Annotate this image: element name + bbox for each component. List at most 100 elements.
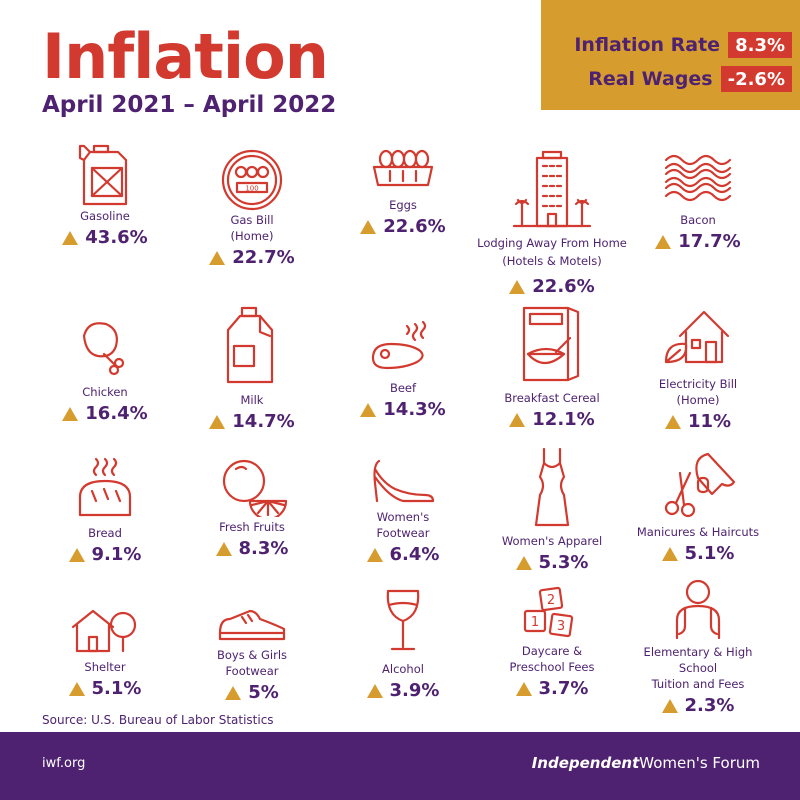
item-shelter: Shelter 5.1%: [30, 605, 180, 699]
up-triangle-icon: [68, 547, 85, 562]
eggs-icon: [372, 149, 434, 187]
item-label: Shelter: [84, 660, 126, 674]
item-value: 14.3%: [383, 399, 446, 420]
item-value: 16.4%: [85, 403, 148, 424]
item-alcohol: Alcohol 3.9%: [328, 585, 478, 701]
item-womens-apparel: Women's Apparel 5.3%: [477, 445, 627, 573]
green-house-icon: [664, 310, 730, 364]
item-electricity-bill: Electricity Bill (Home) 11%: [623, 306, 773, 432]
svg-text:3: 3: [557, 619, 565, 634]
item-bacon: Bacon 17.7%: [623, 150, 773, 252]
item-beef: Beef 14.3%: [328, 318, 478, 420]
item-value: 5.3%: [538, 552, 589, 573]
item-value: 17.7%: [678, 231, 741, 252]
item-bread: Bread 9.1%: [30, 455, 180, 565]
up-triangle-icon: [225, 685, 242, 700]
item-label: Gasoline: [80, 209, 130, 223]
citrus-icon: [222, 459, 288, 517]
item-label: Bread: [88, 526, 122, 540]
up-triangle-icon: [360, 402, 377, 417]
item-label: Manicures & Haircuts: [636, 525, 760, 539]
stat-label: Real Wages: [588, 68, 713, 90]
item-value: 22.6%: [383, 216, 446, 237]
logo-text-rest: Women's Forum: [639, 754, 760, 772]
item-label: Boys & Girls Footwear: [216, 648, 288, 678]
item-daycare: 2 1 3 Daycare & Preschool Fees 3.7%: [477, 585, 627, 699]
stat-label: Inflation Rate: [574, 34, 721, 56]
up-triangle-icon: [215, 541, 232, 556]
item-breakfast-cereal: Breakfast Cereal 12.1%: [477, 304, 627, 430]
milk-jug-icon: [226, 306, 274, 384]
up-triangle-icon: [62, 230, 79, 245]
footer-url-link[interactable]: iwf.org: [42, 756, 86, 771]
item-label: Women's Footwear: [376, 510, 430, 540]
high-heel-icon: [373, 459, 435, 503]
item-value: 14.7%: [232, 411, 295, 432]
item-value: 9.1%: [91, 544, 142, 565]
house-tree-icon: [71, 609, 137, 653]
item-value: 2.3%: [684, 695, 735, 716]
item-label: Chicken: [82, 385, 128, 399]
stat-value: 8.3%: [728, 32, 792, 58]
item-gasoline: Gasoline 43.6%: [30, 142, 180, 248]
sneaker-icon: [218, 609, 286, 641]
item-chicken: Chicken 16.4%: [30, 318, 180, 424]
item-label: Alcohol: [382, 662, 424, 676]
steak-icon: [371, 320, 427, 370]
item-womens-footwear: Women's Footwear 6.4%: [328, 455, 478, 565]
item-lodging: Lodging Away From Home (Hotels & Motels)…: [477, 148, 627, 297]
up-triangle-icon: [509, 279, 526, 294]
item-label: Elementary & High School Tuition and Fee…: [643, 645, 753, 691]
item-tuition: Elementary & High School Tuition and Fee…: [623, 578, 773, 716]
blocks-icon: 2 1 3: [523, 586, 574, 638]
item-label: Lodging Away From Home (Hotels & Motels): [477, 236, 627, 268]
bread-icon: [78, 457, 132, 517]
item-gas-bill: 100 Gas Bill (Home) 22.7%: [177, 148, 327, 268]
item-value: 11%: [687, 411, 732, 432]
svg-text:100: 100: [245, 185, 258, 193]
up-triangle-icon: [655, 234, 672, 249]
up-triangle-icon: [515, 555, 532, 570]
up-triangle-icon: [360, 219, 377, 234]
item-boys-girls-footwear: Boys & Girls Footwear 5%: [177, 605, 327, 703]
item-label: Bacon: [680, 213, 716, 227]
up-triangle-icon: [366, 683, 383, 698]
item-label: Fresh Fruits: [219, 520, 285, 534]
item-value: 22.6%: [532, 276, 595, 297]
item-label: Daycare & Preschool Fees: [509, 644, 595, 674]
up-triangle-icon: [509, 412, 526, 427]
item-value: 8.3%: [238, 538, 289, 559]
logo-text-bold: Independent: [531, 754, 640, 772]
stats-box: Inflation Rate 8.3% Real Wages -2.6%: [541, 0, 800, 110]
iwf-logo[interactable]: IndependentWomen's Forum: [532, 754, 760, 772]
student-icon: [675, 579, 721, 640]
item-value: 3.7%: [538, 678, 589, 699]
item-label: Women's Apparel: [501, 534, 603, 548]
gas-meter-icon: 100: [221, 149, 283, 211]
footer: iwf.org IndependentWomen's Forum: [0, 732, 800, 800]
wine-glass-icon: [386, 589, 420, 651]
stat-value: -2.6%: [720, 66, 792, 92]
page-subtitle: April 2021 – April 2022: [42, 92, 337, 118]
item-label: Electricity Bill (Home): [658, 377, 738, 407]
item-value: 12.1%: [532, 409, 595, 430]
up-triangle-icon: [515, 681, 532, 696]
item-value: 22.7%: [232, 247, 295, 268]
cereal-box-icon: [522, 306, 580, 382]
item-label: Milk: [240, 393, 264, 407]
svg-text:1: 1: [531, 615, 539, 630]
up-triangle-icon: [62, 406, 79, 421]
hotel-icon: [512, 150, 592, 228]
item-value: 5.1%: [684, 543, 735, 564]
item-fresh-fruits: Fresh Fruits 8.3%: [177, 455, 327, 559]
up-triangle-icon: [209, 414, 226, 429]
item-label: Eggs: [389, 198, 417, 212]
inflation-rate-row: Inflation Rate 8.3%: [541, 32, 792, 58]
item-label: Gas Bill (Home): [230, 213, 274, 243]
svg-text:2: 2: [547, 593, 555, 608]
chicken-leg-icon: [82, 322, 125, 376]
up-triangle-icon: [366, 547, 383, 562]
item-value: 3.9%: [389, 680, 440, 701]
real-wages-row: Real Wages -2.6%: [541, 66, 792, 92]
up-triangle-icon: [209, 250, 226, 265]
